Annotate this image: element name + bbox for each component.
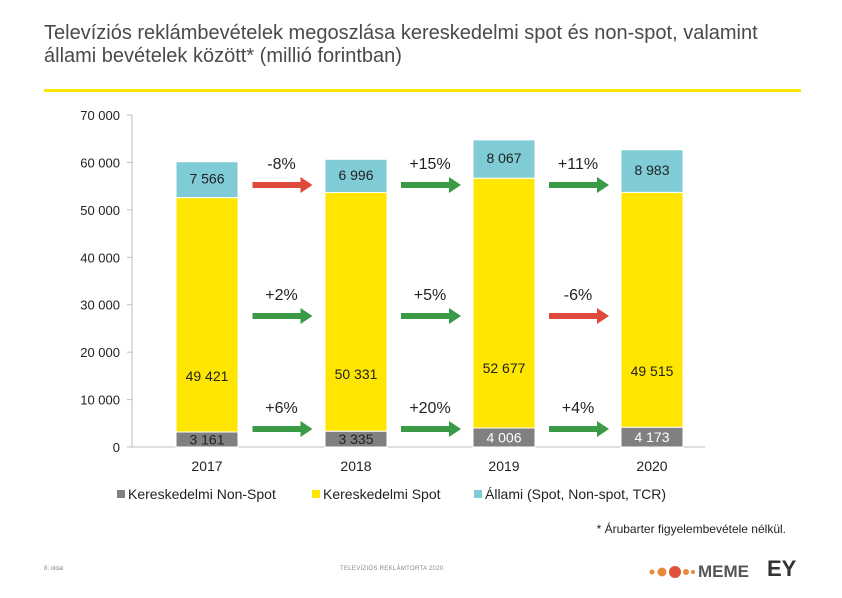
y-tick-label: 60 000 (80, 155, 120, 170)
y-tick-label: 10 000 (80, 393, 120, 408)
bar-data-label: 4 173 (634, 429, 669, 445)
bar-data-label: 3 335 (338, 431, 373, 447)
change-label: -6% (564, 287, 592, 304)
bar-data-label: 49 421 (186, 368, 229, 384)
y-tick-label: 20 000 (80, 345, 120, 360)
bar-data-label: 50 331 (335, 366, 378, 382)
bar-data-label: 8 067 (486, 150, 521, 166)
change-label: +11% (558, 156, 598, 173)
change-label: +20% (409, 400, 450, 417)
change-label: +5% (414, 287, 446, 304)
legend-swatch (474, 490, 482, 498)
bar-segment-spot (472, 177, 536, 429)
chart-title: Televíziós reklámbevételek megoszlása ke… (44, 22, 758, 67)
y-tick-label: 40 000 (80, 250, 120, 265)
meme-dots-icon (649, 566, 695, 578)
bar-data-label: 8 983 (634, 162, 669, 178)
change-arrow-down (549, 308, 609, 324)
bar-segment-spot (324, 191, 388, 432)
change-arrow-up (401, 308, 461, 324)
change-arrow-up (549, 421, 609, 437)
legend-swatch (117, 490, 125, 498)
legend-label: Kereskedelmi Spot (323, 486, 441, 502)
bar-segment-state (620, 149, 684, 193)
bar-data-label: 6 996 (338, 167, 373, 183)
footer-caption: TELEVÍZIÓS REKLÁMTORTA 2020 (340, 566, 444, 572)
bar-data-label: 4 006 (486, 430, 521, 446)
meme-wordmark: MEME (698, 562, 749, 581)
y-tick-label: 70 000 (80, 108, 120, 123)
change-arrow-up (252, 421, 313, 437)
x-tick-label: 2020 (636, 458, 667, 474)
bar-segment-state (175, 161, 239, 199)
bar-data-label: 49 515 (631, 363, 674, 379)
change-arrow-up (401, 421, 461, 437)
x-tick-label: 2018 (340, 458, 371, 474)
change-label: +6% (265, 400, 297, 417)
x-tick-label: 2017 (191, 458, 222, 474)
title-underline (44, 89, 801, 92)
change-arrow-up (252, 308, 313, 324)
change-arrow-up (401, 177, 461, 193)
legend-label: Kereskedelmi Non-Spot (128, 486, 276, 502)
y-tick-label: 0 (113, 440, 120, 455)
change-label: +4% (562, 400, 594, 417)
ey-logo: EY (767, 556, 797, 581)
bar-data-label: 3 161 (189, 432, 224, 448)
legend-label: Állami (Spot, Non-spot, TCR) (485, 486, 666, 502)
change-label: -8% (267, 156, 295, 173)
change-arrow-down (252, 177, 313, 193)
bar-segment-state (472, 139, 536, 179)
change-arrow-up (549, 177, 609, 193)
bar-segment-spot (175, 197, 239, 433)
x-tick-label: 2019 (488, 458, 519, 474)
bar-segment-state (324, 158, 388, 193)
bar-segment-spot (620, 191, 684, 428)
legend-swatch (312, 490, 320, 498)
bar-data-label: 52 677 (483, 360, 526, 376)
bar-data-label: 7 566 (189, 171, 224, 187)
change-label: +15% (409, 156, 450, 173)
y-tick-label: 50 000 (80, 203, 120, 218)
meme-logo: MEME (648, 560, 749, 584)
page-number: 8. oldal (44, 566, 64, 572)
y-tick-label: 30 000 (80, 298, 120, 313)
change-label: +2% (265, 287, 297, 304)
footnote: * Árubarter figyelembevétele nélkül. (596, 522, 786, 536)
